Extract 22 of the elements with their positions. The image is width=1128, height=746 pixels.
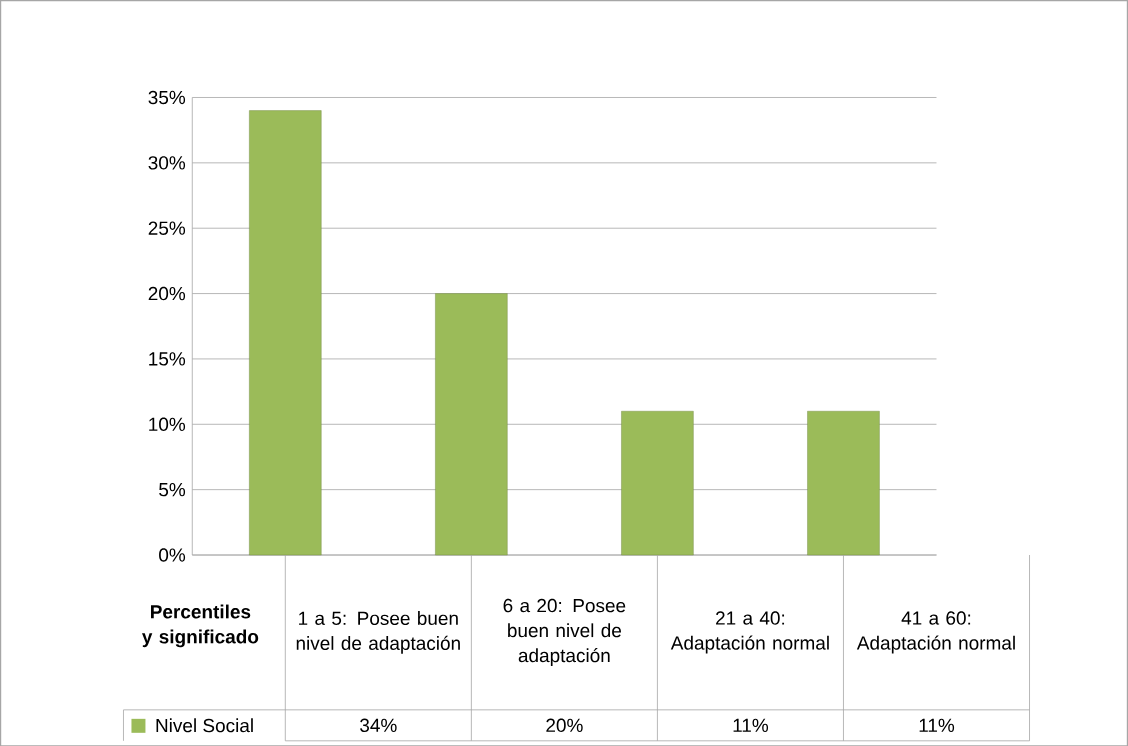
y-tick-label: 25% — [148, 221, 186, 235]
legend-label: Nivel Social — [156, 718, 253, 733]
data-label: 11% — [919, 718, 955, 732]
y-tick-label: 5% — [159, 482, 186, 497]
bar — [621, 410, 694, 555]
y-tick-label: 20% — [148, 286, 186, 301]
x-tick-label: 6 a 20: Posee buen nivel de adaptación — [503, 598, 626, 666]
data-label: 34% — [360, 718, 397, 732]
y-tick-label: 35% — [148, 90, 186, 105]
x-tick-label: 41 a 60: Adaptación normal — [856, 611, 1015, 654]
y-tick-label: 30% — [148, 155, 186, 170]
data-label: 11% — [733, 718, 769, 732]
y-tick-label: 10% — [149, 417, 186, 431]
x-axis-title: Percentiles y significado — [142, 604, 259, 648]
bar — [807, 410, 880, 555]
y-tick-label: 15% — [149, 352, 186, 366]
x-tick-label: 21 a 40: Adaptación normal — [670, 611, 829, 654]
bar — [249, 110, 322, 555]
bar — [435, 293, 508, 555]
y-tick-label: 0% — [159, 548, 186, 562]
x-tick-label: 1 a 5: Posee buen nivel de adaptación — [296, 610, 460, 654]
data-label: 20% — [546, 718, 583, 732]
